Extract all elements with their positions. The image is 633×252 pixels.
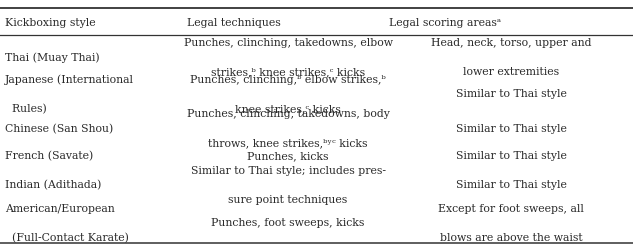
- Text: Punches, clinching, takedowns, body: Punches, clinching, takedowns, body: [187, 109, 389, 119]
- Text: lower extremities: lower extremities: [463, 67, 559, 77]
- Text: Chinese (San Shou): Chinese (San Shou): [5, 123, 113, 134]
- Text: Legal techniques: Legal techniques: [187, 18, 280, 28]
- Text: Similar to Thai style: Similar to Thai style: [456, 89, 567, 99]
- Text: Except for foot sweeps, all: Except for foot sweeps, all: [438, 203, 584, 213]
- Text: Head, neck, torso, upper and: Head, neck, torso, upper and: [431, 38, 591, 48]
- Text: strikes,ᵇ knee strikes,ᶜ kicks: strikes,ᵇ knee strikes,ᶜ kicks: [211, 67, 365, 77]
- Text: Kickboxing style: Kickboxing style: [5, 18, 96, 28]
- Text: Japanese (International: Japanese (International: [5, 74, 134, 85]
- Text: knee strikes,ᶜ kicks: knee strikes,ᶜ kicks: [235, 103, 341, 113]
- Text: Rules): Rules): [5, 103, 47, 113]
- Text: Indian (Adithada): Indian (Adithada): [5, 179, 101, 190]
- Text: Similar to Thai style: Similar to Thai style: [456, 123, 567, 134]
- Text: Thai (Muay Thai): Thai (Muay Thai): [5, 52, 99, 62]
- Text: Similar to Thai style; includes pres-: Similar to Thai style; includes pres-: [191, 165, 385, 175]
- Text: Punches, kicks: Punches, kicks: [248, 151, 329, 161]
- Text: Legal scoring areasᵃ: Legal scoring areasᵃ: [389, 18, 501, 28]
- Text: blows are above the waist: blows are above the waist: [440, 232, 582, 242]
- Text: Punches, foot sweeps, kicks: Punches, foot sweeps, kicks: [211, 217, 365, 227]
- Text: Similar to Thai style: Similar to Thai style: [456, 180, 567, 190]
- Text: (Full-Contact Karate): (Full-Contact Karate): [5, 232, 129, 242]
- Text: throws, knee strikes,ᵇʸᶜ kicks: throws, knee strikes,ᵇʸᶜ kicks: [208, 138, 368, 148]
- Text: Punches, clinching,ᵇ elbow strikes,ᵇ: Punches, clinching,ᵇ elbow strikes,ᵇ: [190, 74, 386, 84]
- Text: Punches, clinching, takedowns, elbow: Punches, clinching, takedowns, elbow: [184, 38, 392, 48]
- Text: American/European: American/European: [5, 203, 115, 213]
- Text: sure point techniques: sure point techniques: [229, 194, 348, 204]
- Text: Similar to Thai style: Similar to Thai style: [456, 151, 567, 161]
- Text: French (Savate): French (Savate): [5, 150, 93, 161]
